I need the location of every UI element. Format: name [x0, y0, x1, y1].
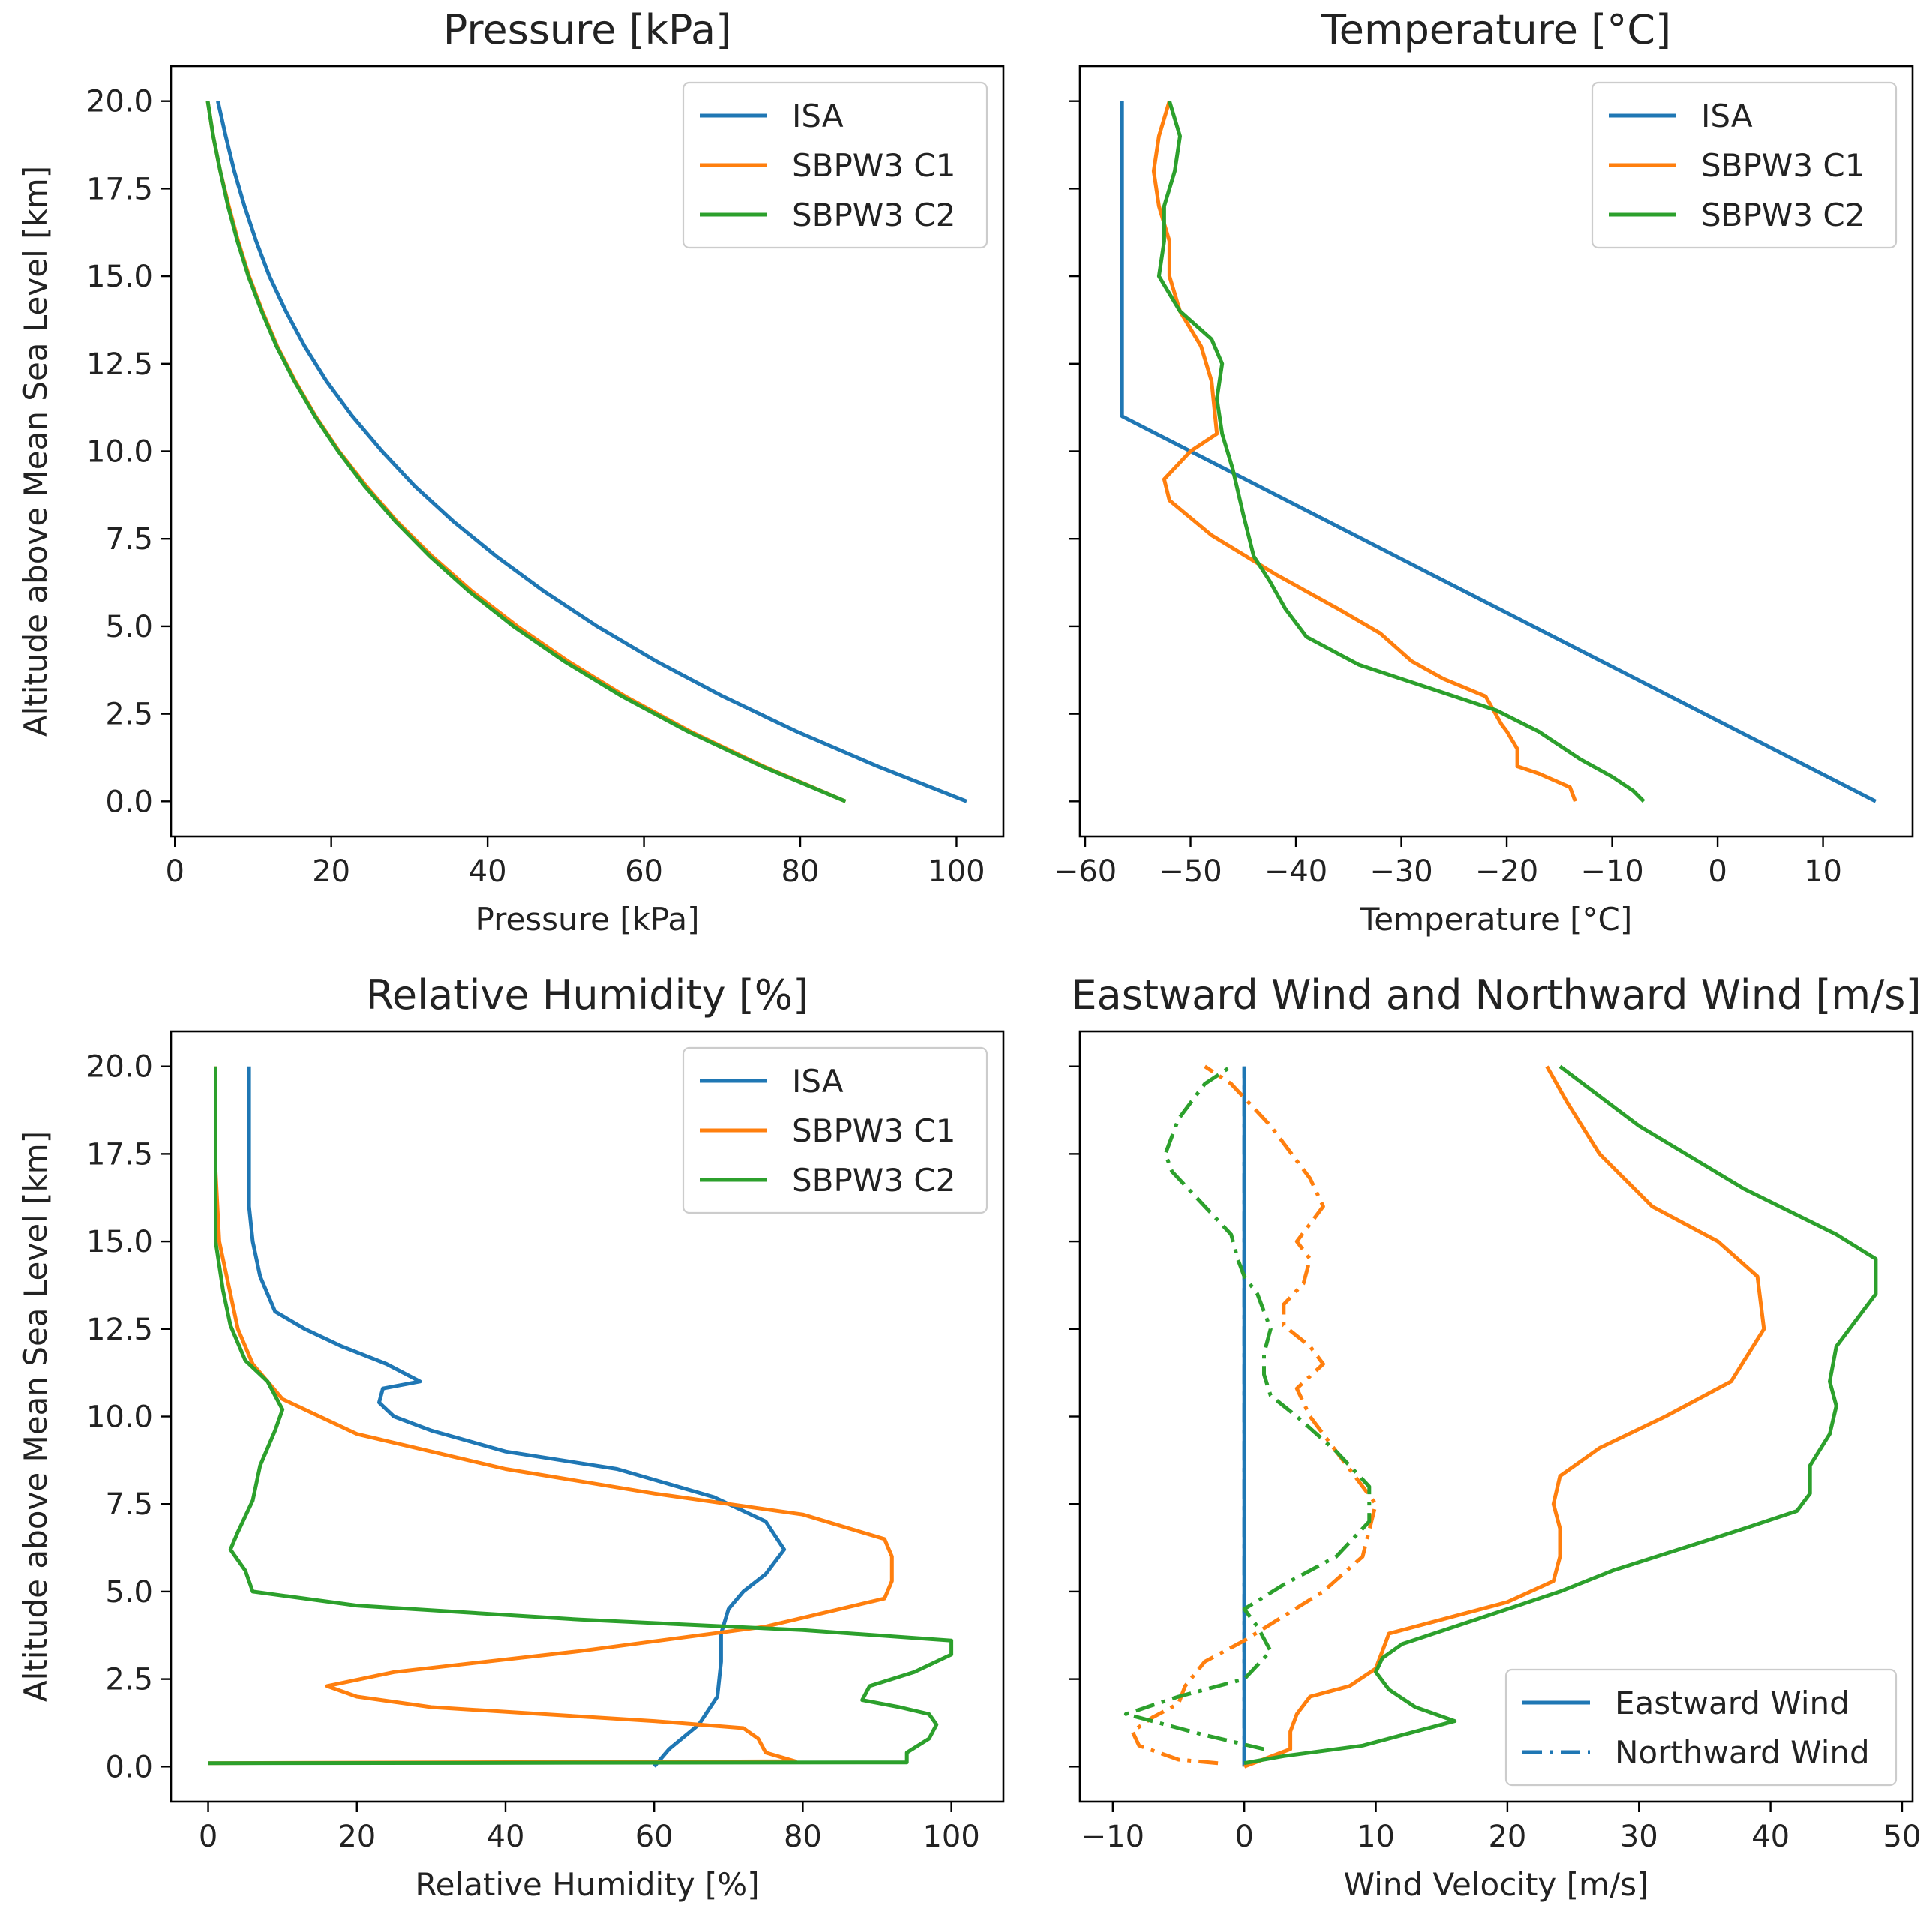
- panel-temperature: −60 −50 −40 −30 −20 −10 0 10 Temperature [°C] Tem…: [1054, 6, 1914, 938]
- x-tick-label: 100: [928, 854, 985, 889]
- x-tick-label: 20: [338, 1820, 376, 1854]
- y-tick-label: 10.0: [86, 435, 153, 470]
- y-tick-label: 20.0: [86, 1050, 153, 1085]
- x-tick-label: 10: [1357, 1820, 1395, 1854]
- x-tick-label: 40: [469, 854, 507, 889]
- series-group: [1124, 1064, 1878, 1769]
- x-tick-label: −20: [1475, 854, 1538, 889]
- legend: Eastward Wind Northward Wind: [1504, 1668, 1898, 1787]
- series-group: [208, 1066, 954, 1768]
- y-tick-label: 12.5: [86, 347, 153, 382]
- legend-label: SBPW3 C1: [1701, 147, 1864, 184]
- legend: ISA SBPW3 C1 SBPW3 C2: [682, 1046, 988, 1214]
- x-tick-label: 0: [1234, 1820, 1253, 1854]
- panel-wind: −10 0 10 20 30 40 50 Eastward Wind and Northwar…: [1070, 971, 1922, 1903]
- y-tick-label: 15.0: [86, 1225, 153, 1259]
- series-line-sbpw3-c1-eastward: [1244, 1065, 1766, 1769]
- panel-title: Pressure [kPa]: [443, 6, 731, 53]
- y-tick-label: 0.0: [105, 1750, 153, 1784]
- x-tick-label: −30: [1370, 854, 1432, 889]
- series-line-isa: [216, 101, 968, 803]
- x-tick-label: 80: [784, 1820, 822, 1854]
- x-axis-label: Relative Humidity [%]: [415, 1866, 759, 1903]
- x-tick-label: 20: [1488, 1820, 1526, 1854]
- x-tick-label: 30: [1620, 1820, 1658, 1854]
- x-tick-label: 40: [1751, 1820, 1790, 1854]
- x-tick-label: 10: [1804, 854, 1842, 889]
- x-tick-label: 60: [635, 1820, 674, 1854]
- y-tick-label: 12.5: [86, 1313, 153, 1347]
- x-tick-label: −10: [1082, 1820, 1144, 1854]
- y-tick-label: 5.0: [105, 1575, 153, 1610]
- series-line-sbpw3-c2: [208, 1066, 954, 1766]
- legend-box: [682, 1046, 988, 1214]
- x-axis-label: Temperature [°C]: [1360, 901, 1633, 938]
- legend-label: Eastward Wind: [1615, 1685, 1850, 1721]
- series-line-sbpw3-c1: [208, 1066, 894, 1766]
- x-tick-label: 40: [487, 1820, 525, 1854]
- panel-humidity: 0 20 40 60 80 100 0.0 2.5 5.0 7.5 10.0 12.5 15.0 17.5…: [17, 971, 1005, 1903]
- series-line-sbpw3-c2: [1156, 100, 1646, 803]
- x-tick-label: 100: [922, 1820, 980, 1854]
- x-tick-label: −60: [1054, 854, 1117, 889]
- legend-box: [1591, 81, 1898, 249]
- x-tick-label: 80: [782, 854, 820, 889]
- legend-label: ISA: [792, 1063, 844, 1100]
- legend-label: SBPW3 C2: [1701, 197, 1864, 233]
- y-tick-label: 7.5: [105, 522, 153, 557]
- y-tick-label: 10.0: [86, 1400, 153, 1435]
- legend-box: [1504, 1668, 1898, 1787]
- x-tick-label: −50: [1159, 854, 1222, 889]
- legend: ISA SBPW3 C1 SBPW3 C2: [1591, 81, 1898, 249]
- series-line-sbpw3-c2-northward: [1124, 1064, 1372, 1751]
- y-tick-label: 7.5: [105, 1487, 153, 1522]
- y-tick-label: 2.5: [105, 698, 153, 732]
- y-axis-label: Altitude above Mean Sea Level [km]: [17, 1131, 54, 1702]
- x-axis-label: Wind Velocity [m/s]: [1344, 1866, 1649, 1903]
- panel-title: Temperature [°C]: [1321, 6, 1671, 53]
- legend-label: Northward Wind: [1615, 1734, 1870, 1771]
- y-tick-label: 0.0: [105, 785, 153, 819]
- legend-label: SBPW3 C1: [792, 1112, 956, 1149]
- x-tick-label: 60: [625, 854, 663, 889]
- x-tick-label: 0: [165, 854, 184, 889]
- x-tick-label: 0: [199, 1820, 218, 1854]
- panel-pressure: 0 20 40 60 80 100 0.0 2.5 5.0 7.5 10.0 12.5 15.0 17.5…: [17, 6, 1005, 938]
- legend-label: ISA: [792, 98, 844, 134]
- series-line-sbpw3-c2-eastward: [1244, 1064, 1878, 1766]
- series-line-isa: [1120, 101, 1876, 803]
- y-tick-label: 17.5: [86, 172, 153, 206]
- y-tick-label: 2.5: [105, 1663, 153, 1697]
- series-group: [1120, 100, 1876, 803]
- legend-box: [682, 81, 988, 249]
- panel-title: Relative Humidity [%]: [366, 971, 808, 1019]
- legend-label: SBPW3 C1: [792, 147, 956, 184]
- legend: ISA SBPW3 C1 SBPW3 C2: [682, 81, 988, 249]
- x-tick-label: 50: [1883, 1820, 1922, 1854]
- legend-label: ISA: [1701, 98, 1753, 134]
- y-tick-label: 5.0: [105, 610, 153, 644]
- panel-title: Eastward Wind and Northward Wind [m/s]: [1071, 971, 1921, 1019]
- x-tick-label: −10: [1580, 854, 1643, 889]
- y-tick-label: 15.0: [86, 260, 153, 294]
- x-axis-label: Pressure [kPa]: [476, 901, 700, 938]
- series-line-isa: [247, 1066, 787, 1768]
- series-line-sbpw3-c1: [1151, 100, 1577, 803]
- x-tick-label: 0: [1708, 854, 1726, 889]
- series-line-sbpw3-c2: [206, 101, 847, 803]
- y-axis-label: Altitude above Mean Sea Level [km]: [17, 166, 54, 737]
- series-group: [206, 101, 968, 803]
- legend-label: SBPW3 C2: [792, 1162, 956, 1199]
- x-tick-label: −40: [1264, 854, 1328, 889]
- x-tick-label: 20: [312, 854, 350, 889]
- series-line-sbpw3-c1-northward: [1130, 1064, 1378, 1766]
- y-tick-label: 20.0: [86, 85, 153, 119]
- legend-label: SBPW3 C2: [792, 197, 956, 233]
- y-tick-label: 17.5: [86, 1137, 153, 1172]
